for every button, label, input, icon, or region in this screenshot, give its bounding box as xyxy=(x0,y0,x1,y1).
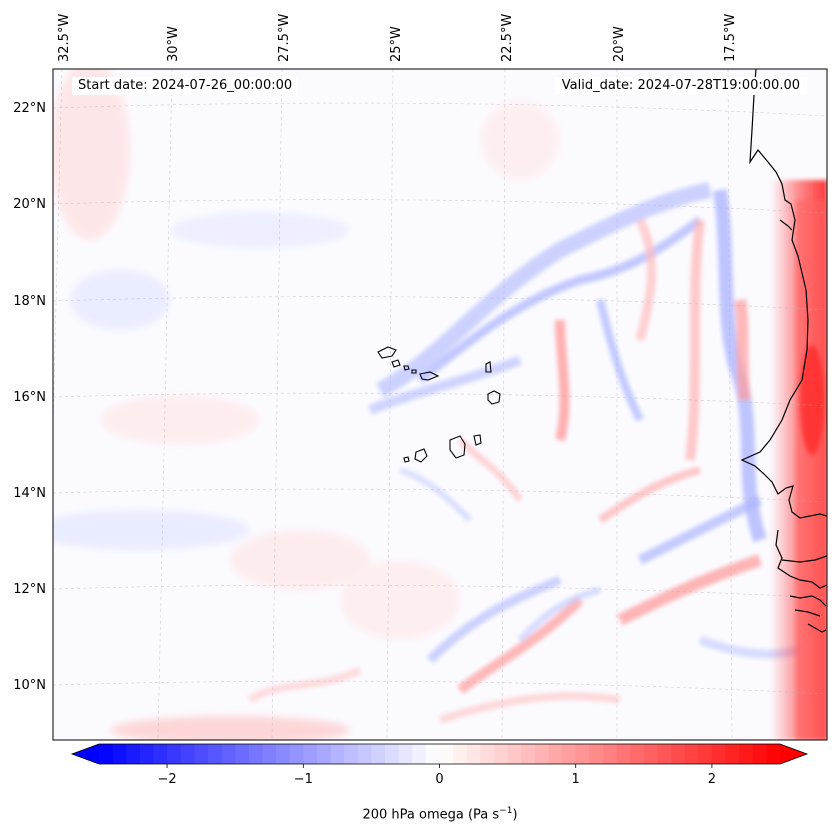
omega-field xyxy=(53,69,827,740)
cape-verde-islands xyxy=(377,346,501,463)
colorbar-cell xyxy=(276,744,291,764)
lat-label: 12°N xyxy=(13,582,46,597)
colorbar-cell xyxy=(698,744,713,764)
colorbar-tick-label: 0 xyxy=(435,772,443,787)
lat-label: 16°N xyxy=(13,390,46,405)
lat-label: 18°N xyxy=(13,294,46,309)
colorbar-tick-label: −2 xyxy=(158,772,177,787)
lat-label: 22°N xyxy=(13,101,46,116)
lat-label: 20°N xyxy=(13,197,46,212)
colorbar-cell xyxy=(480,744,495,764)
colorbar-cell xyxy=(112,744,127,764)
colorbar-cell xyxy=(221,744,236,764)
colorbar-outline xyxy=(70,743,809,765)
colorbar-cell xyxy=(589,744,604,764)
colorbar-cell xyxy=(766,744,781,764)
map-figure: 32.5°W 30°W 27.5°W 25°W 22.5°W 20°W 17.5… xyxy=(13,14,828,741)
colorbar-cell xyxy=(316,744,332,764)
colorbar-cell xyxy=(711,744,727,764)
colorbar-cell xyxy=(521,744,536,764)
colorbar-cell xyxy=(534,744,550,764)
colorbar-cell xyxy=(562,744,577,764)
colorbar-cell xyxy=(99,744,114,764)
colorbar-cell xyxy=(657,744,672,764)
lat-label: 14°N xyxy=(13,486,46,501)
lon-label: 25°W xyxy=(389,26,404,62)
colorbar-label-exp: −1 xyxy=(499,806,513,816)
lon-label: 17.5°W xyxy=(723,14,738,62)
colorbar-cell xyxy=(357,744,372,764)
graticule xyxy=(53,69,827,740)
colorbar-cell xyxy=(262,744,277,764)
colorbar-cell xyxy=(453,744,468,764)
colorbar-cell xyxy=(412,744,427,764)
colorbar-cell xyxy=(126,744,141,764)
colorbar-cell xyxy=(425,744,441,764)
lon-label: 30°W xyxy=(166,26,181,62)
colorbar-cell xyxy=(684,744,699,764)
colorbar-cell xyxy=(248,744,264,764)
axes-frame xyxy=(52,68,828,741)
colorbar-cell xyxy=(139,744,155,764)
colorbar-cell xyxy=(725,744,740,764)
colorbar-extend-right xyxy=(780,744,807,764)
colorbar-cell xyxy=(671,744,686,764)
lon-label: 27.5°W xyxy=(277,14,292,62)
colorbar-ticks: −2 −1 0 1 2 xyxy=(158,764,716,787)
colorbar-label: 200 hPa omega (Pa s−1) xyxy=(0,806,837,822)
colorbar-cell xyxy=(371,744,386,764)
colorbar-cell xyxy=(385,744,400,764)
colorbar-cell xyxy=(153,744,168,764)
colorbar-cell xyxy=(548,744,563,764)
colorbar-cell xyxy=(398,744,413,764)
colorbar-cells xyxy=(99,744,781,764)
colorbar-cell xyxy=(630,744,645,764)
colorbar-cell xyxy=(289,744,304,764)
colorbar-cell xyxy=(507,744,522,764)
colorbar-cell xyxy=(303,744,318,764)
start-date-label: Start date: 2024-07-26_00:00:00 xyxy=(72,77,299,95)
colorbar-cell xyxy=(752,744,767,764)
colorbar: −2 −1 0 1 2 xyxy=(70,743,809,787)
colorbar-cell xyxy=(167,744,182,764)
colorbar-cell xyxy=(207,744,223,764)
colorbar-cell xyxy=(739,744,754,764)
lat-label: 10°N xyxy=(13,678,46,693)
lon-label: 22.5°W xyxy=(500,14,515,62)
colorbar-tick-label: 1 xyxy=(572,772,580,787)
colorbar-cell xyxy=(439,744,454,764)
lon-label: 20°W xyxy=(612,26,627,62)
colorbar-cell xyxy=(344,744,359,764)
lon-label: 32.5°W xyxy=(57,14,72,62)
colorbar-cell xyxy=(602,744,618,764)
colorbar-cell xyxy=(616,744,631,764)
colorbar-cell xyxy=(194,744,209,764)
colorbar-cell xyxy=(575,744,590,764)
colorbar-extend-left xyxy=(72,744,99,764)
colorbar-cell xyxy=(493,744,509,764)
colorbar-cell xyxy=(643,744,659,764)
colorbar-cell xyxy=(330,744,345,764)
colorbar-tick-label: −1 xyxy=(294,772,313,787)
colorbar-cell xyxy=(235,744,250,764)
colorbar-cell xyxy=(180,744,195,764)
valid-date-label: Valid_date: 2024-07-28T19:00:00.00 xyxy=(554,77,807,95)
colorbar-tick-label: 2 xyxy=(708,772,716,787)
colorbar-label-end: ) xyxy=(512,807,518,823)
colorbar-label-text: 200 hPa omega (Pa s xyxy=(362,807,500,823)
colorbar-cell xyxy=(466,744,481,764)
coastline xyxy=(740,69,827,633)
